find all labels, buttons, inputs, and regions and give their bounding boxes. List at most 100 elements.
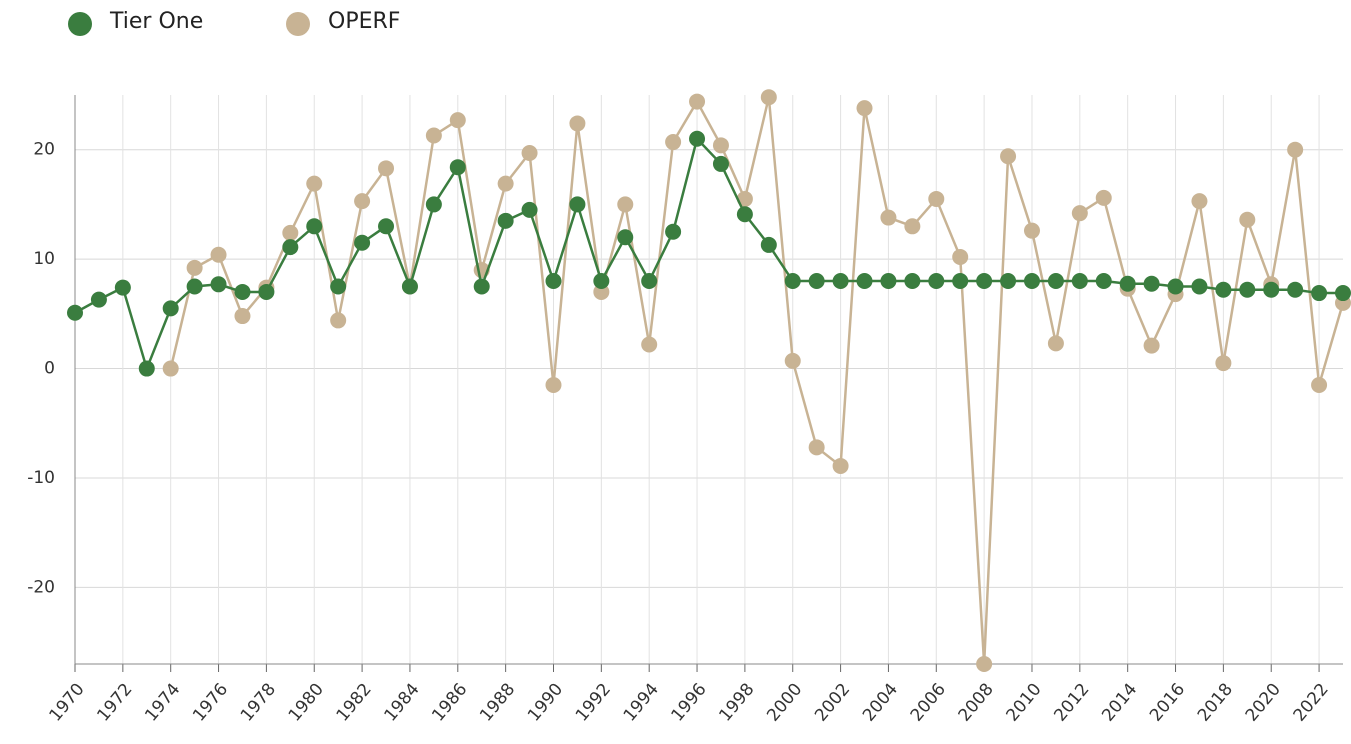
legend-marker <box>286 12 310 36</box>
data-point <box>234 283 251 300</box>
data-point <box>354 193 371 210</box>
x-tick-label: 2012 <box>1050 680 1093 726</box>
x-tick-label: 1974 <box>141 680 184 726</box>
data-point <box>856 273 873 290</box>
data-point <box>736 206 753 223</box>
x-tick-label: 2004 <box>859 680 902 726</box>
data-point <box>186 259 203 276</box>
data-point <box>449 159 466 176</box>
data-point <box>1191 278 1208 295</box>
data-point <box>617 229 634 246</box>
data-point <box>1311 376 1328 393</box>
legend-marker <box>68 12 92 36</box>
y-tick-label: 10 <box>33 249 55 269</box>
data-point <box>67 304 83 321</box>
data-point <box>1239 211 1256 228</box>
y-tick-label: 0 <box>44 359 55 379</box>
data-point <box>1143 275 1160 292</box>
data-point <box>1095 189 1112 206</box>
data-point <box>928 190 945 207</box>
data-point <box>186 278 203 295</box>
data-point <box>976 656 993 672</box>
data-point <box>234 308 251 325</box>
data-point <box>976 273 993 290</box>
data-point <box>1287 281 1304 298</box>
data-point <box>641 336 658 353</box>
data-point <box>880 209 897 226</box>
data-point <box>1263 281 1280 298</box>
data-point <box>425 127 442 144</box>
data-point <box>928 273 945 290</box>
data-point <box>258 283 275 300</box>
data-point <box>808 273 825 290</box>
data-point <box>593 273 610 290</box>
x-tick-label: 1996 <box>668 680 711 726</box>
data-point <box>545 376 562 393</box>
data-point <box>1095 273 1112 290</box>
data-point <box>1311 285 1328 302</box>
data-point <box>162 360 179 377</box>
data-point <box>425 196 442 213</box>
data-point <box>641 273 658 290</box>
data-point <box>617 196 634 213</box>
data-point <box>401 278 418 295</box>
data-point <box>473 278 490 295</box>
y-tick-label: -20 <box>27 577 55 597</box>
data-point <box>665 134 682 151</box>
data-point <box>760 89 777 106</box>
data-point <box>545 273 562 290</box>
x-tick-label: 1972 <box>93 680 136 726</box>
data-point <box>904 218 921 235</box>
data-point <box>497 212 514 229</box>
data-point <box>569 115 586 132</box>
x-tick-label: 2014 <box>1098 680 1141 726</box>
data-point <box>1335 285 1351 302</box>
data-point <box>689 130 706 147</box>
x-tick-label: 1998 <box>715 680 758 726</box>
data-point <box>306 218 323 235</box>
data-point <box>378 160 395 177</box>
legend-label: Tier One <box>109 9 203 34</box>
data-point <box>521 144 538 161</box>
data-point <box>210 246 227 263</box>
data-point <box>1023 222 1040 239</box>
series-line <box>169 96 1345 665</box>
x-tick-label: 1992 <box>572 680 615 726</box>
x-tick-label: 1990 <box>524 680 567 726</box>
data-point <box>282 239 299 256</box>
x-tick-label: 2002 <box>811 680 854 726</box>
data-point <box>306 175 323 192</box>
data-point <box>114 279 131 296</box>
x-tick-label: 1994 <box>620 680 663 726</box>
x-tick-label: 2000 <box>763 680 806 726</box>
data-point <box>832 457 849 474</box>
x-tick-label: 1978 <box>237 680 280 726</box>
data-point <box>1287 141 1304 158</box>
data-point <box>760 236 777 253</box>
data-point <box>904 273 921 290</box>
data-point <box>784 352 801 369</box>
x-tick-label: 2010 <box>1003 680 1046 726</box>
data-point <box>497 175 514 192</box>
data-point <box>210 276 227 293</box>
x-tick-label: 1986 <box>428 680 471 726</box>
data-point <box>665 223 682 240</box>
legend-label: OPERF <box>328 9 400 34</box>
data-point <box>784 273 801 290</box>
x-tick-label: 1982 <box>333 680 376 726</box>
data-point <box>282 224 299 241</box>
x-tick-label: 2018 <box>1194 680 1237 726</box>
x-tick-label: 2006 <box>907 680 950 726</box>
data-point <box>712 137 729 154</box>
data-point <box>1215 355 1232 372</box>
data-point <box>330 312 347 329</box>
x-tick-label: 1988 <box>476 680 519 726</box>
x-tick-label: 1976 <box>189 680 232 726</box>
data-point <box>1071 205 1088 222</box>
y-tick-label: -10 <box>27 468 55 488</box>
data-point <box>521 201 538 218</box>
x-tick-label: 1984 <box>380 680 423 726</box>
data-point <box>1023 273 1040 290</box>
data-point <box>162 300 179 317</box>
